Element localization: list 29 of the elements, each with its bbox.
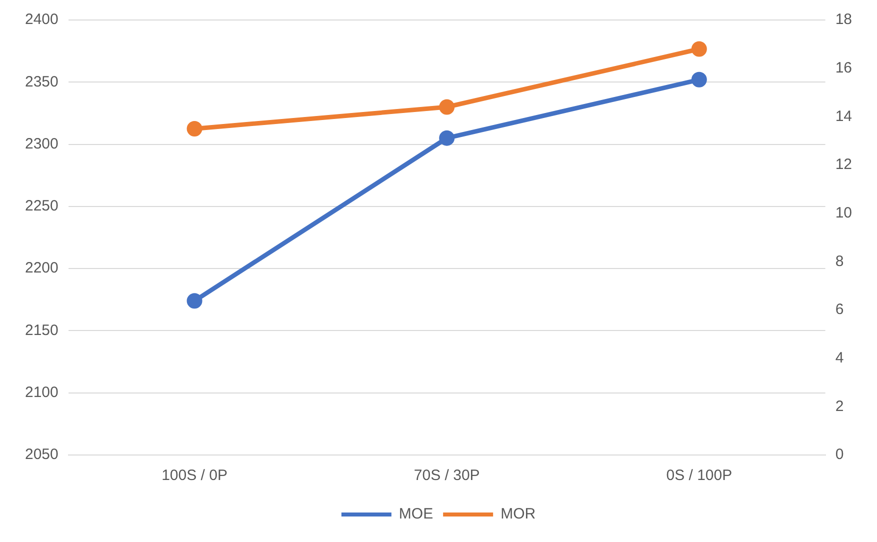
point — [691, 41, 707, 57]
y2-tick-label: 2 — [835, 398, 844, 415]
y-tick-label: 2400 — [24, 11, 58, 28]
y2-tick-label: 4 — [835, 349, 844, 366]
x-tick-label: 0S / 100P — [666, 467, 732, 484]
y-tick-label: 2300 — [24, 135, 58, 152]
y-tick-label: 2100 — [24, 384, 58, 401]
point — [186, 293, 202, 309]
point — [186, 121, 202, 136]
y2-tick-label: 0 — [835, 446, 844, 464]
y2-tick-label: 14 — [835, 108, 852, 125]
point — [439, 99, 455, 115]
y2-tick-label: 12 — [835, 156, 852, 174]
y2-tick-label: 6 — [835, 301, 844, 318]
legend-label: MOR — [500, 506, 536, 523]
y2-tick-label: 10 — [835, 204, 852, 222]
y-tick-label: 2150 — [24, 322, 58, 339]
y2-tick-label: 8 — [835, 252, 844, 270]
point — [439, 130, 455, 146]
point — [691, 72, 707, 88]
x-tick-label: 100S / 0P — [162, 467, 228, 484]
y-tick-label: 2350 — [24, 73, 58, 90]
y-tick-label: 2250 — [24, 198, 58, 215]
legend-label: MOE — [398, 506, 434, 523]
y-tick-label: 2200 — [24, 260, 58, 277]
x-tick-label: 70S / 30P — [414, 467, 480, 484]
y-tick-label: 2050 — [24, 446, 58, 464]
y2-tick-label: 16 — [835, 59, 852, 76]
y2-tick-label: 18 — [835, 11, 852, 28]
